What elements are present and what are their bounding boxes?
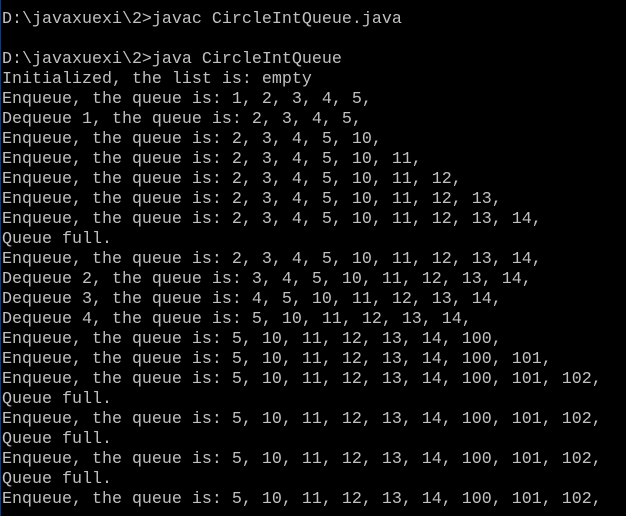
console-line: Queue full. <box>2 230 112 249</box>
console-line: D:\javaxuexi\2>javac CircleIntQueue.java <box>2 10 402 29</box>
console-line: Enqueue, the queue is: 5, 10, 11, 12, 13… <box>2 410 602 429</box>
console-line: Initialized, the list is: empty <box>2 70 312 89</box>
console-line: Dequeue 2, the queue is: 3, 4, 5, 10, 11… <box>2 270 532 289</box>
console-line: Queue full. <box>2 470 112 489</box>
console-line: Enqueue, the queue is: 5, 10, 11, 12, 13… <box>2 370 602 389</box>
console-line: Enqueue, the queue is: 1, 2, 3, 4, 5, <box>2 90 372 109</box>
window-border <box>0 0 1 516</box>
console-line: Dequeue 3, the queue is: 4, 5, 10, 11, 1… <box>2 290 502 309</box>
console-line: Enqueue, the queue is: 5, 10, 11, 12, 13… <box>2 490 602 509</box>
console-line: Enqueue, the queue is: 5, 10, 11, 12, 13… <box>2 350 552 369</box>
console-line: Enqueue, the queue is: 2, 3, 4, 5, 10, 1… <box>2 150 422 169</box>
console-line: Enqueue, the queue is: 2, 3, 4, 5, 10, 1… <box>2 250 542 269</box>
console-line: Queue full. <box>2 430 112 449</box>
console-line: Enqueue, the queue is: 2, 3, 4, 5, 10, <box>2 130 382 149</box>
console-line: Dequeue 1, the queue is: 2, 3, 4, 5, <box>2 110 362 129</box>
console-line: Enqueue, the queue is: 5, 10, 11, 12, 13… <box>2 450 602 469</box>
console-line: Dequeue 4, the queue is: 5, 10, 11, 12, … <box>2 310 472 329</box>
console-line: Enqueue, the queue is: 5, 10, 11, 12, 13… <box>2 330 502 349</box>
console-line: Queue full. <box>2 390 112 409</box>
console-line: Enqueue, the queue is: 2, 3, 4, 5, 10, 1… <box>2 170 462 189</box>
console-line: D:\javaxuexi\2>java CircleIntQueue <box>2 50 342 69</box>
console-line: Enqueue, the queue is: 2, 3, 4, 5, 10, 1… <box>2 190 502 209</box>
console-line: Enqueue, the queue is: 2, 3, 4, 5, 10, 1… <box>2 210 542 229</box>
console-line <box>2 30 602 50</box>
console-output[interactable]: D:\javaxuexi\2>javac CircleIntQueue.java… <box>2 10 602 510</box>
